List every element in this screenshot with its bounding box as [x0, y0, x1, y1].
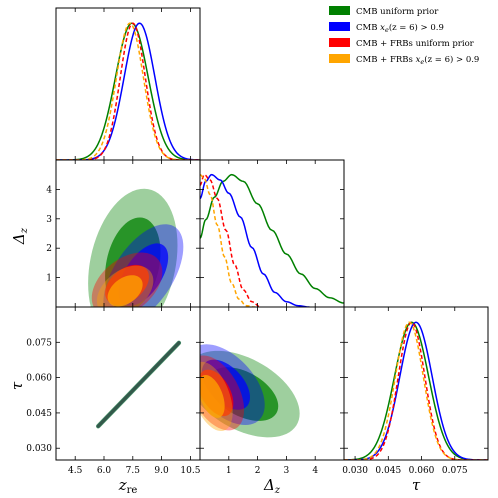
axis-label-tau: τ	[8, 381, 26, 390]
zre-marginal-line-1	[56, 22, 200, 160]
panel-frames	[55, 7, 489, 461]
axis-label-tau: τ	[412, 476, 421, 494]
panel-dz-marginal	[200, 173, 344, 307]
x-tick-label: 0.075	[442, 466, 468, 476]
legend-swatch-1	[329, 22, 350, 31]
panel-zre-marginal	[56, 22, 200, 160]
panel-tau-vs-zre	[95, 340, 182, 429]
panel-tau-marginal	[344, 321, 488, 460]
dz-marginal-line-0	[200, 173, 344, 304]
legend-label-1: CMB xe(z = 6) > 0.9	[356, 22, 444, 34]
y-tick-label: 0.060	[26, 374, 52, 384]
x-tick-label: 6.0	[97, 466, 112, 476]
axis-label-zre: zre	[118, 476, 138, 496]
tau-zre-band-0	[95, 340, 182, 429]
tau-dz-contour-68-3	[200, 374, 225, 418]
x-tick-label: 2	[255, 466, 261, 476]
tau-marginal-line-1	[344, 321, 488, 460]
tau-marginal-line-3	[344, 321, 488, 460]
y-tick-label: 0.075	[26, 338, 52, 348]
legend-label-3: CMB + FRBs xe(z = 6) > 0.9	[356, 54, 479, 66]
axis-labels: zre Δz τ Δz τ	[8, 227, 421, 496]
panel-dz-vs-zre	[88, 188, 184, 307]
dz-zre-contour-68-3	[107, 275, 143, 307]
tau-marginal-line-2	[344, 321, 488, 460]
legend-swatch-0	[329, 6, 350, 15]
x-tick-label: 0.045	[375, 466, 401, 476]
x-tick-label: 3	[284, 466, 290, 476]
zre-marginal-line-2	[56, 22, 200, 160]
y-tick-label: 0.030	[26, 444, 52, 454]
legend-label-0: CMB uniform prior	[356, 7, 439, 17]
y-tick-label: 2	[46, 244, 52, 254]
tau-marginal-line-0	[344, 321, 488, 460]
panel-frame-20	[55, 306, 201, 461]
axis-label-dz: Δz	[263, 476, 281, 496]
panel-frame-00	[55, 7, 201, 161]
dz-marginal-line-3	[200, 173, 255, 307]
legend-swatch-2	[329, 38, 350, 47]
x-tick-label: 7.5	[126, 466, 141, 476]
axis-label-dz: Δz	[10, 227, 30, 245]
zre-marginal-line-3	[56, 22, 200, 160]
x-tick-label: 4.5	[68, 466, 83, 476]
dz-marginal-line-1	[200, 173, 310, 307]
x-tick-label: 4	[312, 466, 318, 476]
y-tick-label: 1	[46, 274, 52, 284]
zre-marginal-line-0	[56, 22, 200, 160]
y-tick-label: 0.045	[26, 409, 52, 419]
dz-marginal-line-2	[200, 173, 261, 307]
x-tick-label: 0.060	[409, 466, 435, 476]
axis-ticks: 4.5 6.0 7.5 9.0 10.5 1 2 3 4 0.030 0.045 0.060 0.075…	[26, 8, 488, 476]
panel-frame-22	[343, 306, 489, 461]
legend-swatch-3	[329, 54, 350, 63]
x-tick-label: 0.030	[342, 466, 368, 476]
x-tick-label: 1	[226, 466, 232, 476]
y-tick-label: 4	[46, 185, 52, 195]
y-tick-label: 3	[46, 215, 52, 225]
panel-tau-vs-dz	[200, 344, 300, 438]
legend: CMB uniform prior CMB xe(z = 6) > 0.9 CMB …	[329, 6, 479, 66]
legend-label-2: CMB + FRBs uniform prior	[356, 39, 475, 49]
x-tick-label: 9.0	[154, 466, 169, 476]
x-tick-label: 10.5	[180, 466, 200, 476]
